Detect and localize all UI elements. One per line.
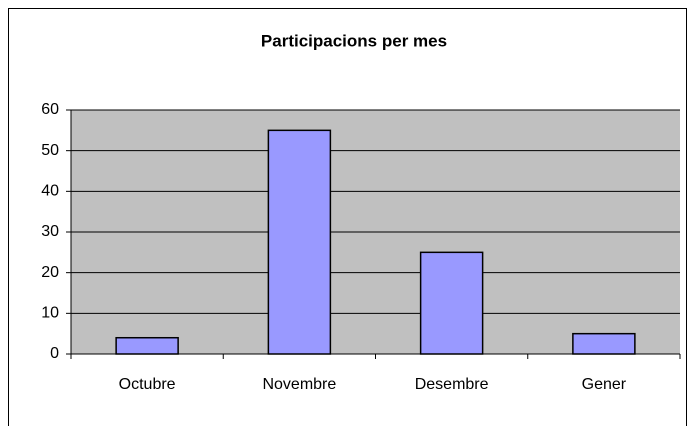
- x-tick-label: Gener: [582, 376, 627, 393]
- x-tick-label: Desembre: [415, 376, 489, 393]
- bar: [115, 336, 179, 355]
- bar: [419, 251, 484, 355]
- y-tick-label: 50: [41, 142, 59, 159]
- y-tick-label: 60: [41, 101, 59, 118]
- bar: [572, 332, 636, 355]
- y-tick-label: 0: [50, 345, 59, 362]
- y-tick-label: 20: [41, 264, 59, 281]
- chart-title: Participacions per mes: [261, 31, 447, 50]
- x-tick-label: Novembre: [262, 376, 336, 393]
- x-tick-label: Octubre: [119, 376, 176, 393]
- y-tick-label: 30: [41, 223, 59, 240]
- bar: [267, 129, 332, 355]
- y-tick-label: 10: [41, 305, 59, 322]
- y-tick-label: 40: [41, 183, 59, 200]
